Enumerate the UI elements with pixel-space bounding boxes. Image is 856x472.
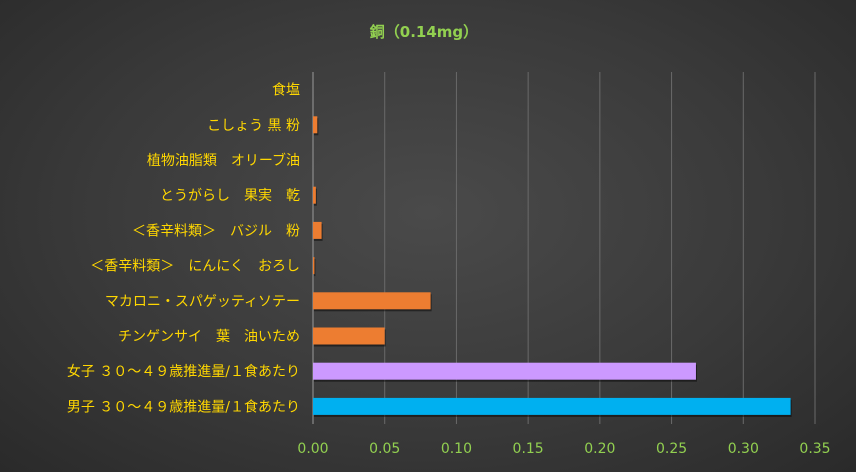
category-label: 植物油脂類 オリーブ油 [147,152,300,169]
category-label: チンゲンサイ 葉 油いため [118,329,300,345]
bar [313,116,318,134]
category-label: マカロニ・スパゲッティソテー [105,294,300,310]
x-tick-label: 0.15 [513,441,544,457]
x-tick-label: 0.10 [441,441,472,457]
bar [313,397,791,415]
category-label: 食塩 [272,82,300,99]
bar-shadow [314,259,316,277]
bar [313,362,696,380]
bar [313,186,316,204]
category-label: こしょう 黒 粉 [207,118,300,134]
chart-title: 銅（0.14mg） [370,23,478,41]
x-tick-label: 0.35 [799,441,830,457]
x-tick-label: 0.25 [656,441,687,457]
category-label: ＜香辛料類＞ にんにく おろし [90,259,300,275]
category-label: とうがらし 果実 乾 [160,188,300,204]
category-label: 男子 ３０～４９歳推進量/１食あたり [67,398,300,415]
bar [313,221,322,239]
bar [313,292,431,310]
bar [313,257,315,275]
x-tick-label: 0.00 [297,441,328,457]
x-tick-label: 0.30 [728,441,759,457]
x-tick-label: 0.20 [584,441,615,457]
x-tick-label: 0.05 [369,441,400,457]
category-label: 女子 ３０～４９歳推進量/１食あたり [67,363,300,380]
category-label: ＜香辛料類＞ バジル 粉 [132,223,300,239]
bar [313,327,385,345]
